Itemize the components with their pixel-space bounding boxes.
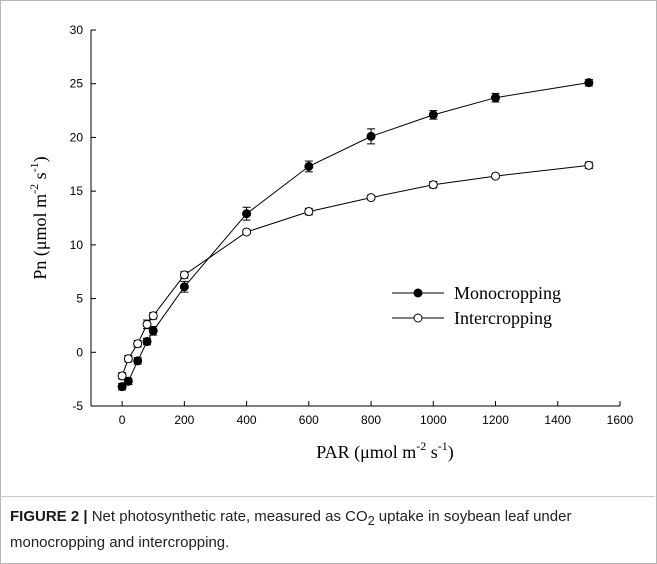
data-point: [179, 282, 189, 292]
x-tick-label: 0: [119, 413, 126, 427]
data-point: [304, 207, 314, 217]
legend-marker: [413, 288, 423, 298]
data-point: [148, 311, 158, 321]
data-point: [584, 160, 594, 170]
chart-plot-area: [117, 78, 594, 392]
chart-axes: -5 0 5 10 15 20 25 30 0 200 400 600 800 1000 1200 1400 1…: [70, 23, 634, 427]
x-axis-title: PAR (μmol m-2 s-1): [316, 439, 454, 463]
data-point: [133, 356, 143, 366]
data-point: [179, 270, 189, 280]
y-tick-label: 5: [76, 292, 83, 306]
caption-text-part-1: Net photosynthetic rate, measured as CO: [87, 508, 368, 525]
caption-divider: [0, 496, 655, 497]
y-tick-label: 10: [70, 238, 84, 252]
data-point: [491, 171, 501, 181]
data-point: [123, 376, 133, 386]
series-line: [121, 82, 589, 388]
data-point: [428, 110, 438, 120]
data-point: [428, 180, 438, 190]
chart-legend: Monocropping Intercropping: [392, 283, 561, 328]
y-tick-label: 0: [76, 345, 83, 359]
y-tick-label: 20: [70, 130, 84, 144]
figure-label: FIGURE 2 |: [10, 508, 88, 525]
legend-label: Monocropping: [454, 283, 561, 303]
x-tick-label: 600: [299, 413, 319, 427]
series-intercropping: [117, 160, 594, 381]
x-tick-label: 1200: [482, 413, 509, 427]
y-tick-label: 25: [70, 77, 84, 91]
y-tick-label: 15: [70, 184, 84, 198]
series-line: [121, 164, 589, 377]
series-monocropping: [117, 78, 594, 392]
x-tick-label: 1600: [607, 413, 634, 427]
caption-subscript: 2: [367, 514, 375, 528]
data-point: [117, 382, 127, 392]
caption-text-part-2: uptake in soybean leaf under monocroppin…: [10, 508, 572, 551]
data-point: [142, 319, 152, 329]
data-point: [123, 354, 133, 364]
x-tick-label: 1400: [544, 413, 571, 427]
data-point: [242, 227, 252, 237]
x-tick-label: 1000: [420, 413, 447, 427]
x-tick-label: 200: [174, 413, 194, 427]
data-point: [366, 193, 376, 203]
data-point: [366, 131, 376, 141]
line-chart: -5 0 5 10 15 20 25 30 0 200 400 600 800 1000 1200 1400 1…: [27, 23, 634, 463]
legend-marker: [413, 313, 423, 323]
figure-caption: FIGURE 2 | Net photosynthetic rate, meas…: [10, 506, 645, 553]
data-point: [133, 339, 143, 349]
data-point: [584, 78, 594, 88]
y-axis-title: Pn (μmol m-2 s-1): [27, 156, 51, 279]
y-tick-label: -5: [72, 399, 83, 413]
legend-label: Intercropping: [454, 308, 552, 328]
data-point: [148, 326, 158, 336]
data-point: [242, 209, 252, 219]
x-tick-label: 400: [237, 413, 257, 427]
y-tick-label: 30: [70, 23, 84, 37]
data-point: [491, 93, 501, 103]
data-point: [304, 161, 314, 171]
data-point: [117, 371, 127, 381]
data-point: [142, 337, 152, 347]
x-tick-label: 800: [361, 413, 381, 427]
